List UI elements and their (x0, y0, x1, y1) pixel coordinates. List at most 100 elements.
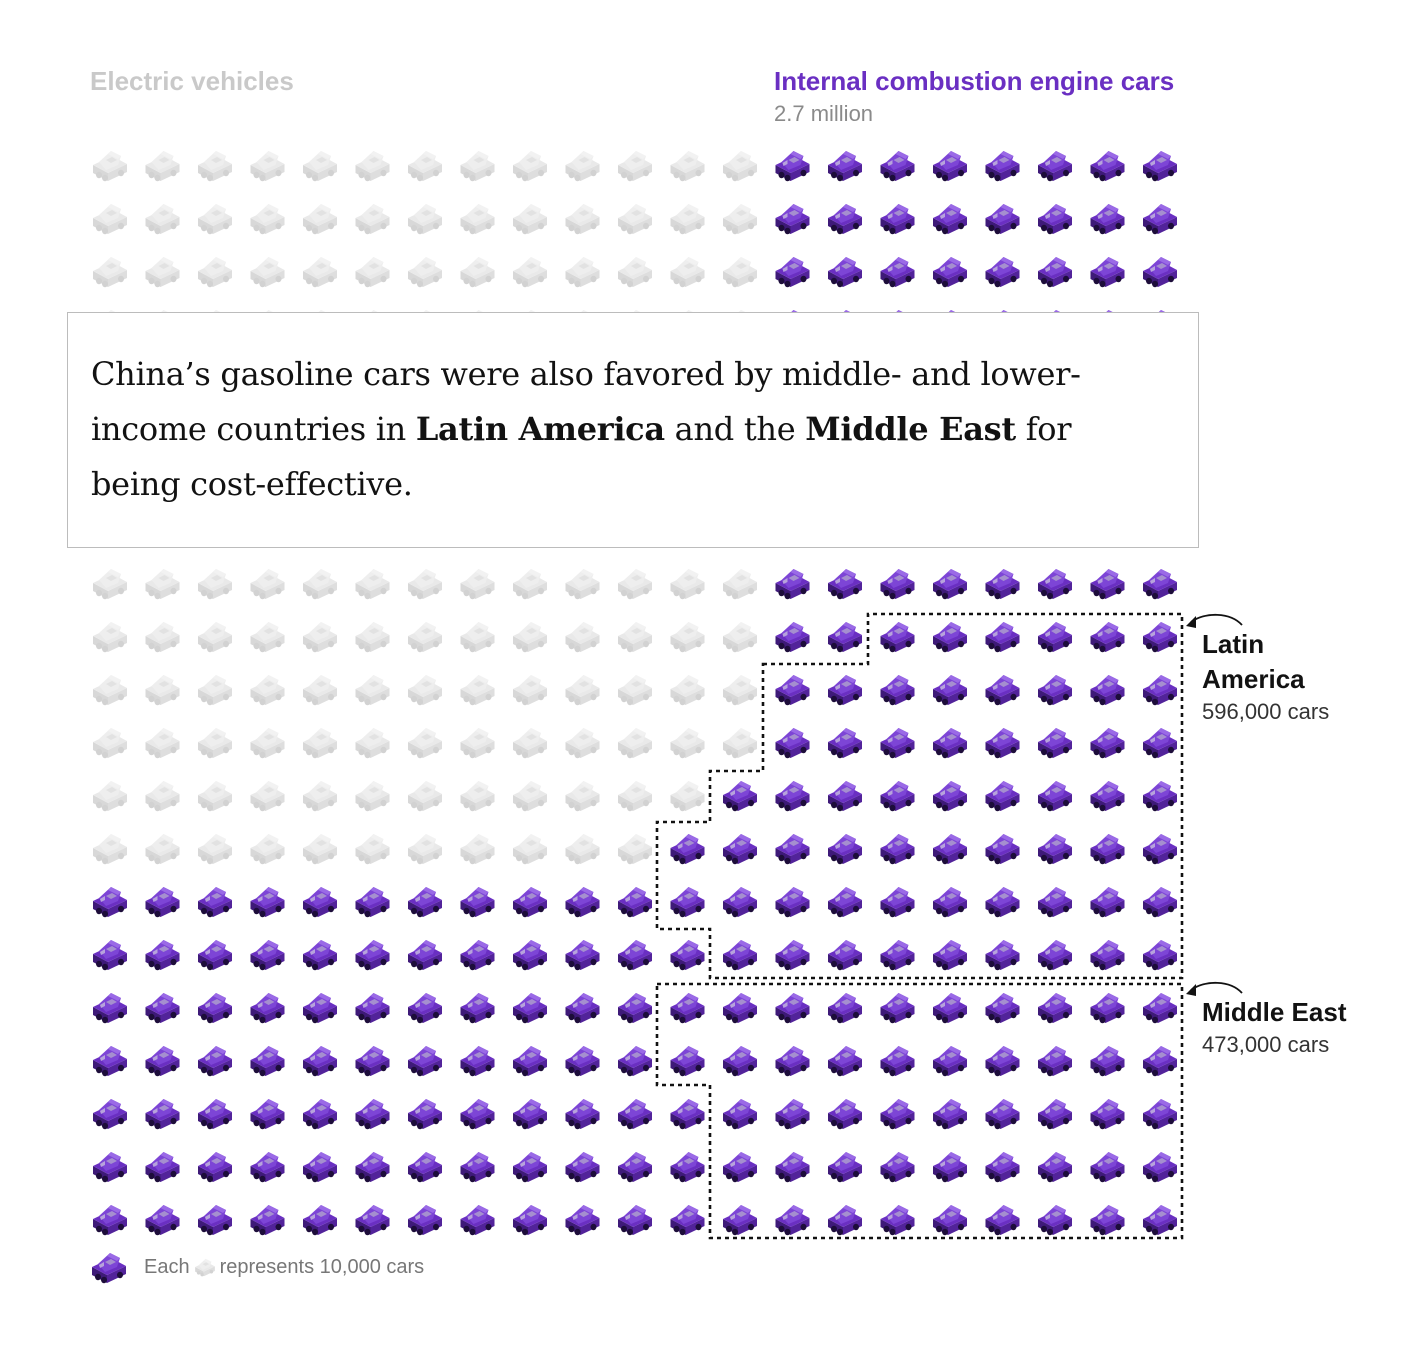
ice-car-unit (1143, 728, 1177, 759)
ice-car-unit (1038, 675, 1072, 706)
ice-car-unit (513, 1205, 547, 1236)
ev-car-unit (670, 622, 705, 653)
ice-car-unit (1143, 1099, 1177, 1130)
ice-car-unit (355, 1205, 390, 1236)
ev-car-unit (93, 675, 127, 706)
ice-car-unit (775, 1152, 810, 1183)
ev-car-unit (723, 622, 757, 653)
ice-car-unit (1090, 1046, 1125, 1077)
ev-car-unit (355, 569, 390, 600)
ice-car-unit (828, 887, 862, 918)
ice-car-unit (880, 887, 915, 918)
ice-car-unit (460, 1205, 495, 1236)
ev-car-unit (355, 151, 390, 182)
ice-car-unit (933, 1205, 967, 1236)
ice-car-unit (985, 675, 1020, 706)
ev-car-unit (250, 257, 285, 288)
ice-car-unit (828, 204, 862, 235)
ice-car-unit (933, 204, 967, 235)
ev-car-unit (198, 204, 232, 235)
ice-series-value: 2.7 million (774, 101, 874, 126)
ev-car-unit (355, 204, 390, 235)
ev-car-unit (250, 728, 285, 759)
middle-east-label: Middle East (1202, 997, 1347, 1027)
ice-car-unit (145, 1046, 180, 1077)
ice-car-unit (565, 1099, 600, 1130)
ev-car-unit (513, 834, 547, 865)
ice-car-unit (880, 993, 915, 1024)
annotation-text: China’s gasoline cars were also favored … (91, 347, 1151, 512)
ice-car-unit (828, 1046, 862, 1077)
ev-car-unit (408, 675, 442, 706)
ice-car-unit (1143, 622, 1177, 653)
latin-america-arrowhead (1186, 616, 1196, 628)
ev-car-unit (460, 151, 495, 182)
ev-car-unit (618, 204, 652, 235)
ev-car-unit (618, 622, 652, 653)
ev-car-unit (355, 257, 390, 288)
ev-car-unit (723, 151, 757, 182)
ice-car-unit (1038, 257, 1072, 288)
ev-car-unit (355, 834, 390, 865)
ev-car-unit (93, 622, 127, 653)
ice-car-unit (828, 993, 862, 1024)
ice-car-unit (723, 834, 757, 865)
ev-car-unit (93, 151, 127, 182)
ice-car-unit (985, 781, 1020, 812)
ev-series-label: Electric vehicles (90, 66, 294, 96)
ice-car-unit (775, 569, 810, 600)
ice-car-unit (828, 257, 862, 288)
ev-car-unit (618, 675, 652, 706)
ice-car-unit (775, 204, 810, 235)
ev-car-unit (670, 257, 705, 288)
latin-america-value: 596,000 cars (1202, 699, 1330, 724)
ice-car-unit (828, 728, 862, 759)
ice-car-unit (1038, 204, 1072, 235)
ev-car-unit (513, 781, 547, 812)
ev-car-unit (145, 728, 180, 759)
ice-car-unit (145, 1152, 180, 1183)
ice-car-unit (775, 1205, 810, 1236)
ev-car-unit (408, 257, 442, 288)
ev-car-unit (303, 569, 337, 600)
ice-car-unit (408, 993, 442, 1024)
ice-car-unit (1038, 940, 1072, 971)
ice-car-unit (145, 1205, 180, 1236)
ev-car-unit (460, 569, 495, 600)
ev-car-unit (303, 622, 337, 653)
ice-car-unit (618, 1205, 652, 1236)
ice-car-unit (565, 993, 600, 1024)
ice-car-unit (355, 1099, 390, 1130)
ice-car-unit (723, 1046, 757, 1077)
ev-car-unit (198, 728, 232, 759)
ice-car-unit (880, 569, 915, 600)
ice-car-unit (775, 781, 810, 812)
ice-car-unit (880, 204, 915, 235)
ice-car-unit (985, 151, 1020, 182)
ice-car-unit (145, 887, 180, 918)
ev-car-unit (198, 675, 232, 706)
ev-car-unit (250, 204, 285, 235)
ev-car-unit (198, 257, 232, 288)
ice-car-unit (355, 887, 390, 918)
ev-car-unit (145, 781, 180, 812)
ice-car-unit (933, 1152, 967, 1183)
ice-car-unit (985, 887, 1020, 918)
ice-car-unit (460, 1046, 495, 1077)
ice-car-unit (828, 1152, 862, 1183)
ev-car-unit (618, 834, 652, 865)
ice-car-unit (408, 1152, 442, 1183)
ev-car-unit (355, 728, 390, 759)
ice-car-unit (880, 1099, 915, 1130)
ice-car-unit (1038, 569, 1072, 600)
ev-car-unit (565, 834, 600, 865)
ice-car-unit (145, 993, 180, 1024)
ice-car-unit (198, 1046, 232, 1077)
ice-car-unit (985, 1205, 1020, 1236)
ice-car-unit (933, 993, 967, 1024)
ice-car-unit (303, 1099, 337, 1130)
ice-car-unit (775, 728, 810, 759)
ice-car-unit (460, 1152, 495, 1183)
ice-car-unit (1090, 675, 1125, 706)
ev-car-unit (303, 257, 337, 288)
